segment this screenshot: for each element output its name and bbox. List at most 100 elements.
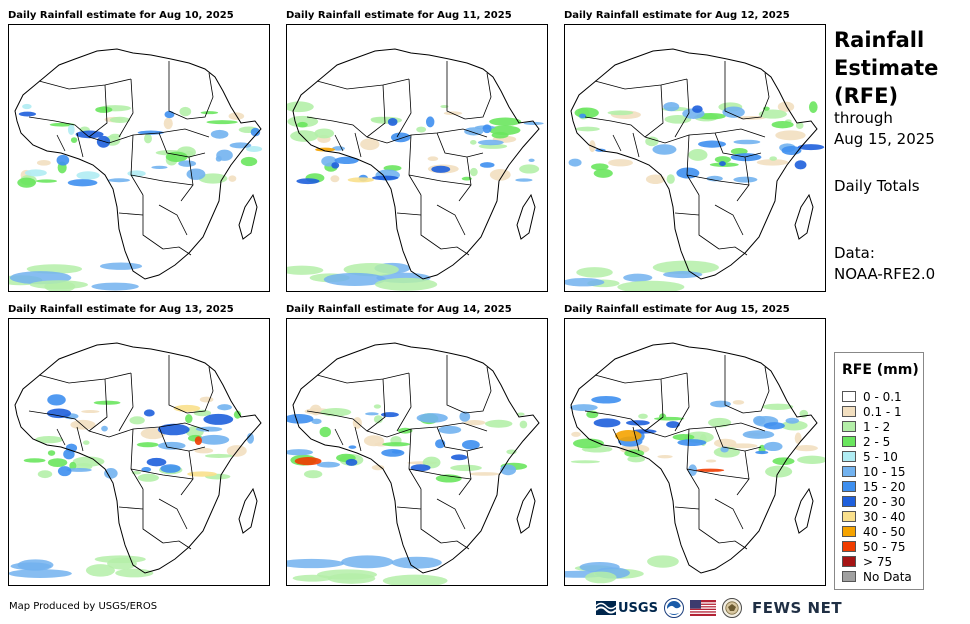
- through-label: through: [834, 109, 893, 127]
- country-border: [644, 84, 664, 138]
- rain-cell: [373, 404, 382, 409]
- madagascar-outline: [516, 487, 536, 534]
- rain-cell: [373, 415, 383, 424]
- rain-cell: [579, 113, 587, 119]
- rain-cell: [47, 458, 68, 467]
- produced-by-credit: Map Produced by USGS/EROS: [9, 601, 158, 612]
- rain-cell: [46, 408, 72, 419]
- legend-label: 2 - 5: [863, 434, 891, 449]
- country-border: [464, 72, 492, 120]
- rain-cell: [571, 431, 581, 437]
- country-border: [440, 246, 470, 256]
- country-border: [88, 84, 108, 138]
- madagascar-outline: [238, 193, 258, 240]
- rain-cell: [137, 130, 164, 135]
- legend-swatch: [842, 511, 856, 522]
- rain-cell: [387, 118, 398, 126]
- title-line-2: Estimate: [834, 56, 939, 80]
- country-border: [306, 410, 488, 438]
- title-line-3: (RFE): [834, 84, 899, 108]
- legend-label: 5 - 10: [863, 449, 898, 464]
- country-border: [162, 540, 192, 550]
- rain-cell: [565, 277, 605, 287]
- rain-cell: [730, 147, 748, 155]
- legend-label: > 75: [863, 554, 893, 569]
- country-border: [334, 134, 344, 152]
- rain-cell: [99, 262, 143, 270]
- country-border: [168, 61, 188, 120]
- rain-cell: [416, 126, 427, 133]
- rain-field: [565, 395, 825, 584]
- country-border: [420, 489, 442, 544]
- rain-cell: [733, 139, 761, 145]
- madagascar-outline: [516, 193, 536, 240]
- coastline: [14, 342, 262, 574]
- rain-cell: [76, 171, 100, 180]
- rain-cell: [319, 426, 332, 438]
- rain-cell: [568, 158, 582, 167]
- legend-item: 20 - 30: [842, 494, 912, 509]
- rain-cell: [645, 174, 665, 185]
- coastline: [292, 342, 540, 574]
- country-border: [698, 489, 720, 544]
- country-border: [644, 378, 664, 432]
- rain-cell: [70, 137, 78, 143]
- data-source-value: NOAA-RFE2.0: [834, 265, 936, 283]
- rain-cell: [37, 470, 53, 479]
- rain-field: [9, 394, 254, 578]
- usgs-wordmark: USGS: [618, 600, 658, 616]
- rain-cell: [695, 468, 725, 472]
- country-border: [354, 426, 362, 452]
- country-border: [408, 134, 422, 196]
- rain-cell: [464, 127, 484, 136]
- rain-cell: [664, 115, 692, 124]
- rain-cell: [775, 130, 806, 141]
- rain-cell: [323, 272, 386, 287]
- legend-item: 40 - 50: [842, 524, 912, 539]
- country-border: [408, 428, 422, 490]
- rain-field: [287, 404, 528, 585]
- data-source: Data: NOAA-RFE2.0: [834, 243, 964, 285]
- country-border: [118, 78, 134, 138]
- rain-cell: [47, 450, 56, 456]
- legend-label: No Data: [863, 569, 912, 584]
- rain-cell: [755, 450, 769, 455]
- rain-cell: [657, 455, 673, 459]
- rain-cell: [797, 455, 825, 464]
- country-border: [158, 204, 188, 236]
- rain-cell: [178, 160, 197, 167]
- rain-cell: [146, 457, 167, 467]
- country-border: [130, 468, 194, 480]
- legend-label: 0 - 0.1: [863, 389, 902, 404]
- legend-item: No Data: [842, 569, 912, 584]
- country-border: [158, 132, 206, 158]
- rain-cell: [66, 468, 92, 472]
- rain-cell: [593, 418, 621, 428]
- legend-swatch: [842, 541, 856, 552]
- country-border: [56, 428, 66, 446]
- country-border: [118, 372, 134, 432]
- legend-swatch: [842, 481, 856, 492]
- country-border: [396, 78, 412, 138]
- country-border: [366, 84, 386, 138]
- rain-cell: [36, 159, 51, 166]
- rain-cell: [615, 430, 642, 442]
- rainfall-map: [564, 24, 826, 292]
- rain-cell: [18, 111, 37, 117]
- rain-cell: [143, 409, 155, 417]
- rain-cell: [348, 445, 357, 449]
- rain-cell: [722, 106, 745, 118]
- legend-swatch: [842, 436, 856, 447]
- legend-swatch: [842, 391, 856, 402]
- legend-swatch: [842, 451, 856, 462]
- rain-cell: [194, 436, 202, 446]
- rainfall-map: [8, 24, 270, 292]
- coastline: [14, 48, 262, 280]
- legend-item: 1 - 2: [842, 419, 912, 434]
- rainfall-map: [8, 318, 270, 586]
- rain-cell: [627, 455, 646, 463]
- rain-cell: [593, 168, 613, 178]
- rain-cell: [115, 568, 154, 578]
- legend-swatch: [842, 526, 856, 537]
- rain-cell: [653, 416, 685, 421]
